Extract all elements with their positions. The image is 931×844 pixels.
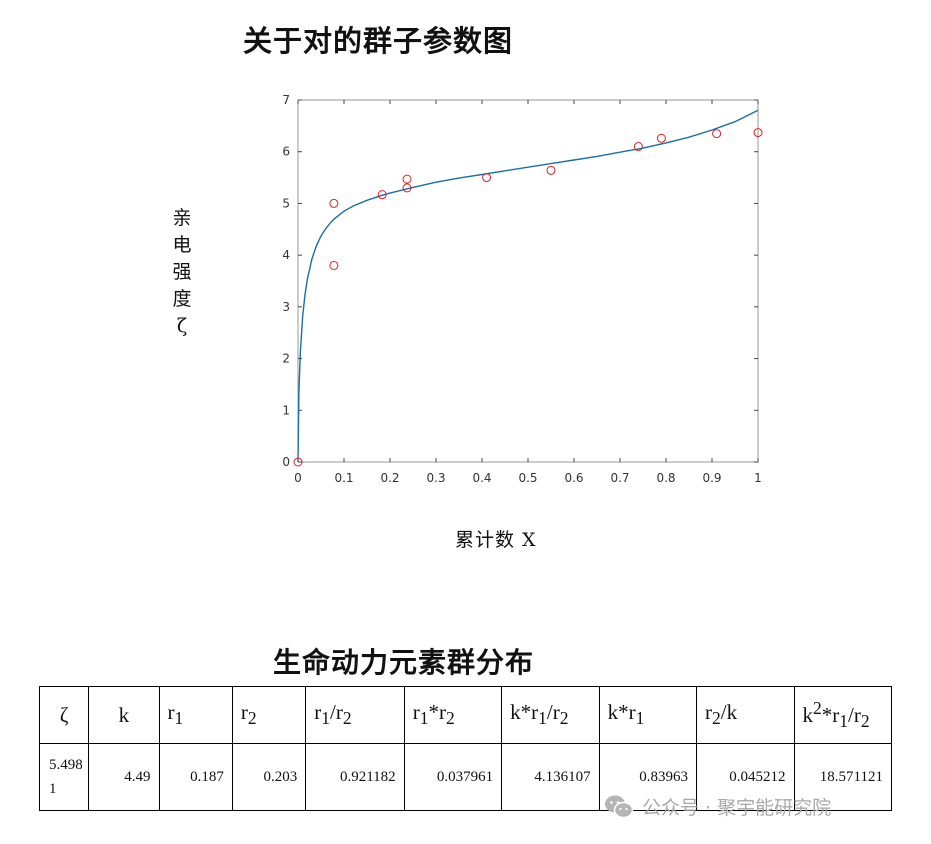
y-tick-label: 5 [282,196,290,210]
parameter-table: ζ k r1 r2 r1/r2 r1*r2 k*r1/r2 k*r1 r2/k … [38,686,892,811]
data-point [482,173,492,183]
wechat-icon [605,795,634,818]
cell-zeta: 5.4981 [38,743,90,811]
watermark-text: 公众号 · 聚宇能研究院 [642,797,832,819]
x-tick-label: 0.2 [380,471,399,485]
y-tick-label: 0 [282,455,290,469]
header-r2-over-k: r2/k [696,686,795,744]
chart-title: 关于对的群子参数图 [243,24,514,58]
header-k-r1-over-r2: k*r1/r2 [501,686,600,744]
data-point [402,174,412,184]
y-axis-label-char: 电 [172,234,192,256]
y-axis-label-char: 强 [172,261,192,283]
x-tick-label: 0.4 [472,471,491,485]
data-point [377,190,387,200]
table-title: 生命动力元素群分布 [273,646,535,679]
x-tick-label: 0.8 [656,471,675,485]
watermark: 公众号 · 聚宇能研究院 [604,793,831,820]
y-tick-label: 4 [282,248,290,262]
data-point [546,165,556,175]
y-tick-label: 2 [282,352,290,366]
y-tick-label: 6 [282,145,290,159]
y-tick-label: 3 [282,300,290,314]
header-k: k [88,686,160,744]
x-tick-label: 0 [294,471,302,485]
data-point [329,260,339,270]
x-tick-label: 0.3 [426,471,445,485]
scatter-plot: 0 0.1 0.2 0.3 0.4 0.5 0.6 0.7 0.8 0.9 1 0 1 2 3 4 5 6 7 [282,93,763,485]
table-header-row: ζ k r1 r2 r1/r2 r1*r2 k*r1/r2 k*r1 r2/k … [38,686,892,744]
cell-k: 4.49 [88,743,160,811]
table-row: 5.4981 4.49 0.187 0.203 0.921182 0.03796… [38,743,892,811]
cell-k2-r1-over-r2: 18.571121 [793,743,892,811]
cell-r1: 0.187 [158,743,233,811]
cell-r1-times-r2: 0.037961 [403,743,503,811]
header-zeta: ζ [38,686,90,744]
header-r1-times-r2: r1*r2 [403,686,503,744]
header-r1-over-r2: r1/r2 [305,686,405,744]
data-point [329,198,339,208]
data-point [293,457,303,467]
header-r2: r2 [231,686,307,744]
y-axis-label: 亲 电 强 度 ζ [168,205,196,340]
cell-r1-over-r2: 0.921182 [305,743,405,811]
data-point [753,128,763,138]
data-point [402,183,412,193]
x-axis-label: 累计数 X [455,529,537,551]
fit-curve [297,109,759,463]
y-axis-label-char: 度 [172,288,192,310]
plot-frame [297,99,759,463]
cell-r2: 0.203 [231,743,307,811]
x-tick-label: 0.1 [334,471,353,485]
x-tick-label: 0.6 [564,471,583,485]
x-tick-label: 0.9 [702,471,721,485]
x-tick-label: 1 [754,471,762,485]
y-tick-label: 7 [282,93,290,107]
x-tick-label: 0.7 [610,471,629,485]
y-tick-label: 1 [282,403,290,417]
data-point [633,142,643,152]
y-axis-label-char: 亲 [172,207,192,229]
y-axis-label-char: ζ [176,315,188,337]
header-k-r1: k*r1 [598,686,698,744]
cell-r2-over-k: 0.045212 [696,743,795,811]
data-point [712,129,722,139]
cell-k-r1: 0.83963 [598,743,698,811]
cell-k-r1-over-r2: 4.136107 [501,743,600,811]
x-tick-label: 0.5 [518,471,537,485]
data-point [656,133,666,143]
header-r1: r1 [158,686,233,744]
header-k2-r1-over-r2: k2*r1/r2 [793,686,892,744]
